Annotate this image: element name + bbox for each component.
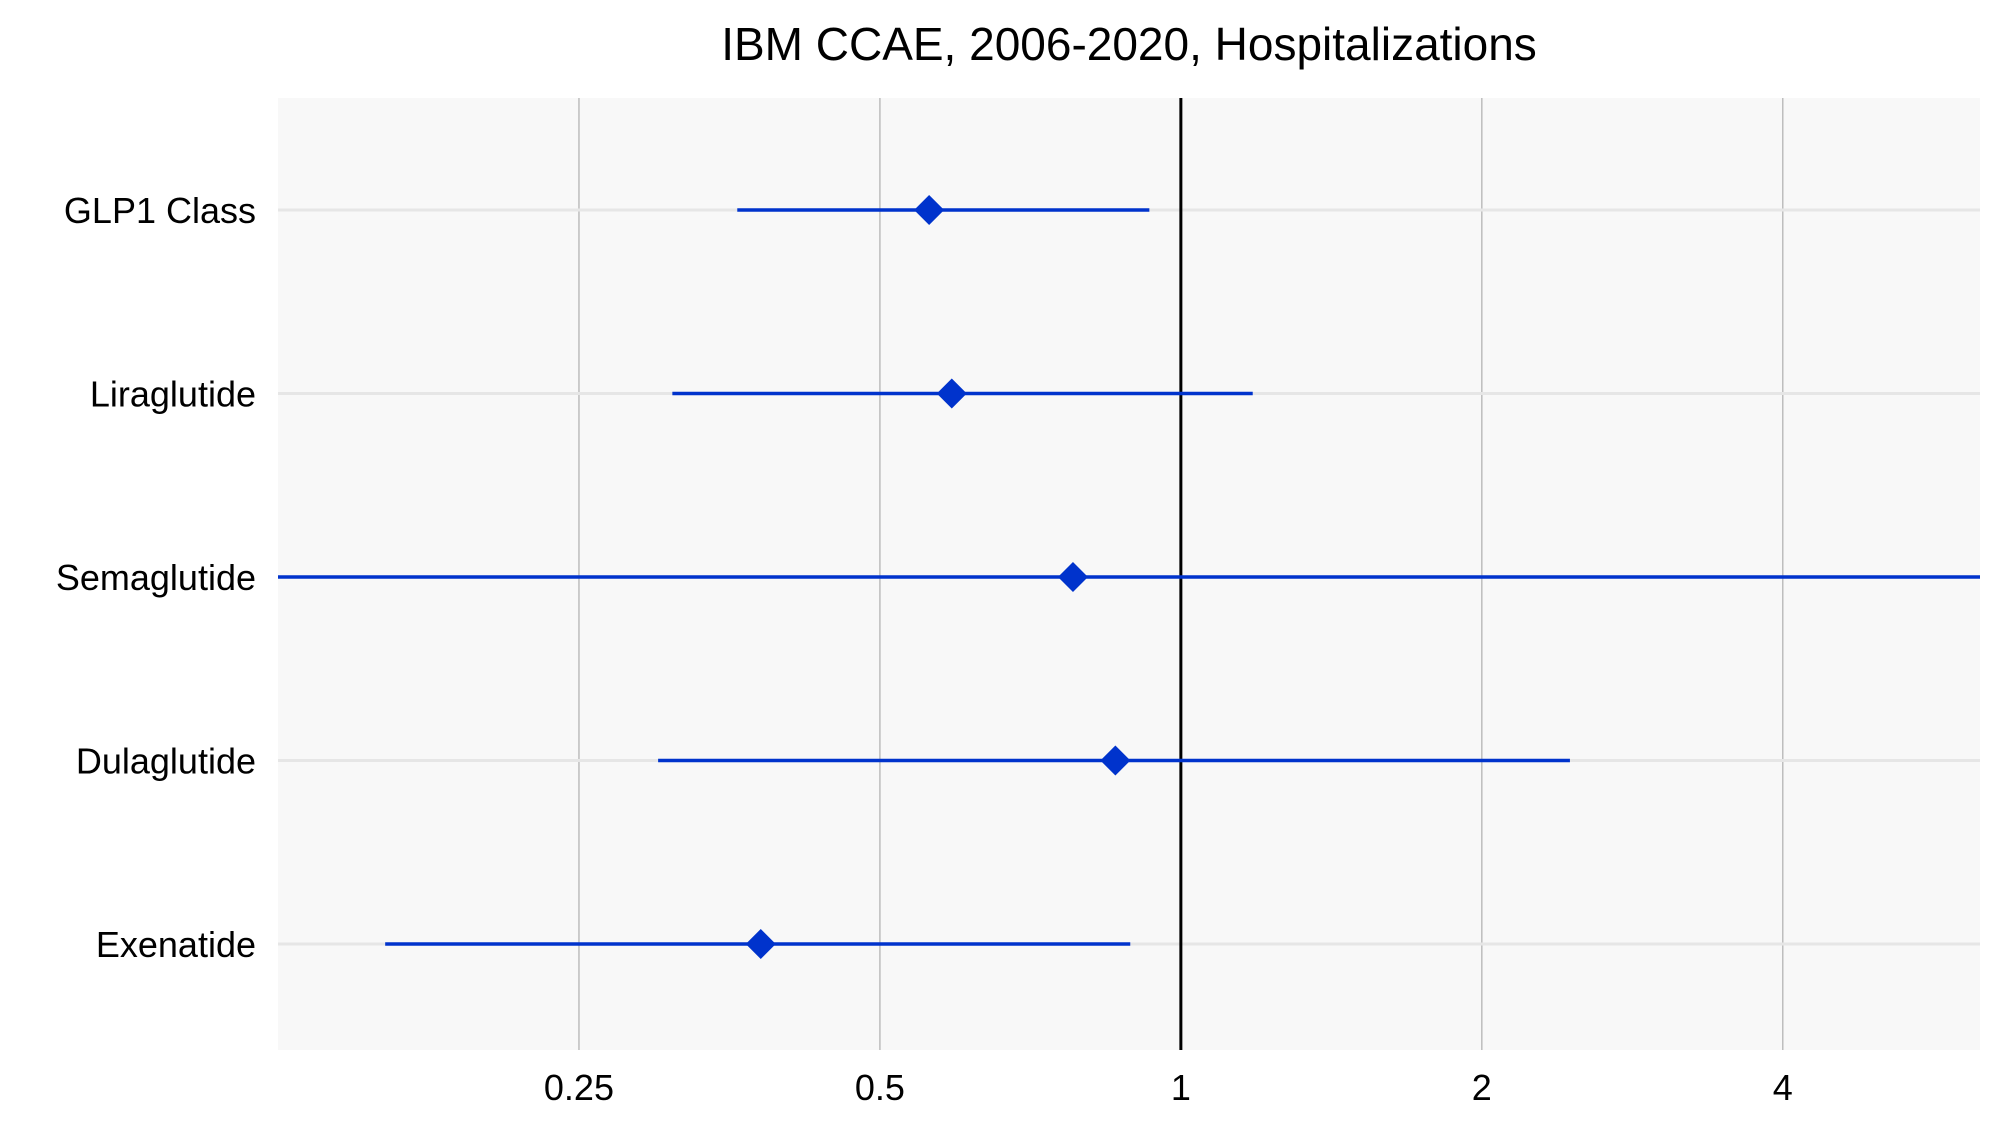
x-tick-label: 0.25 (544, 1067, 614, 1108)
y-category-label: Exenatide (96, 924, 256, 965)
y-category-label: Liraglutide (90, 374, 256, 415)
x-axis-tick-labels: 0.25 0.5 1 2 4 (544, 1067, 1793, 1108)
point-estimate-marker (914, 195, 945, 225)
point-estimate-marker (936, 378, 967, 409)
point-estimates (745, 195, 1131, 959)
x-tick-label: 4 (1773, 1067, 1793, 1108)
point-estimate-marker (745, 929, 776, 959)
x-tick-label: 0.5 (855, 1067, 905, 1108)
x-tick-label: 1 (1171, 1067, 1191, 1108)
point-estimate-marker (1100, 745, 1131, 776)
plot-panel (278, 98, 1980, 1050)
y-category-label: Dulaglutide (76, 741, 256, 782)
point-estimate-marker (1057, 562, 1088, 592)
y-axis-labels: GLP1 Class Liraglutide Semaglutide Dulaglut… (56, 190, 256, 965)
x-tick-label: 2 (1472, 1067, 1492, 1108)
vertical-gridlines (578, 98, 1784, 1050)
y-category-label: Semaglutide (56, 557, 256, 598)
chart-title: IBM CCAE, 2006-2020, Hospitalizations (721, 18, 1537, 70)
y-category-label: GLP1 Class (64, 190, 256, 231)
